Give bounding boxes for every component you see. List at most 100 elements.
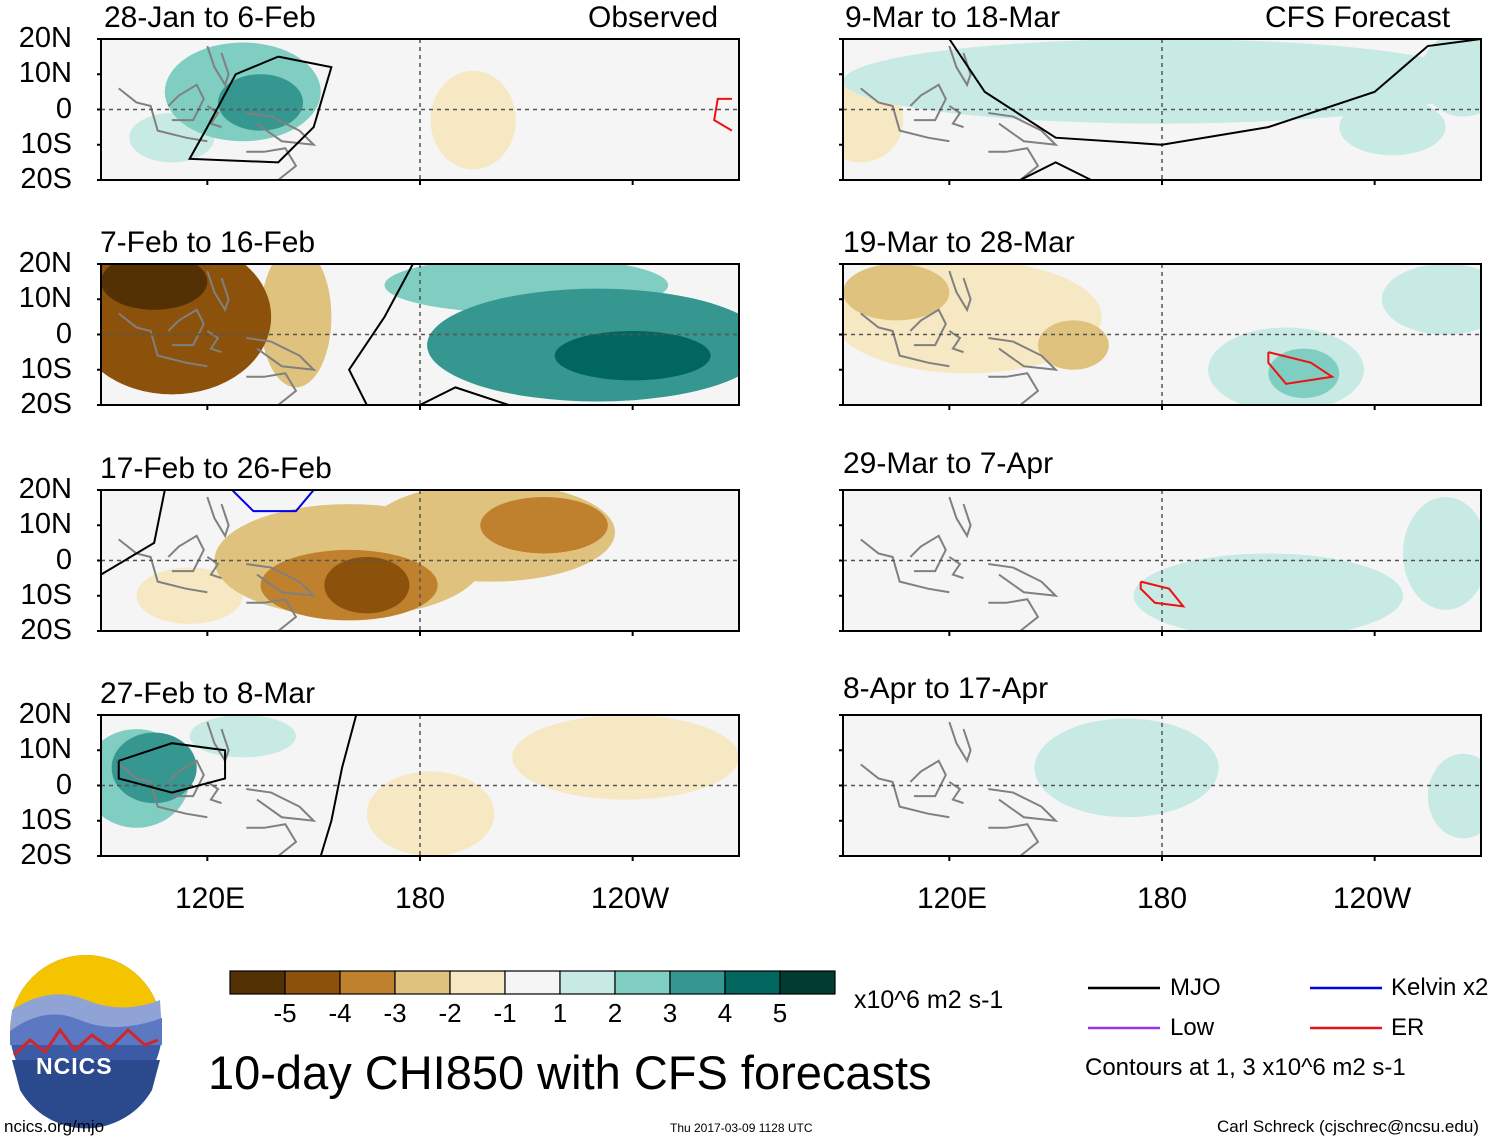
- contour-note: Contours at 1, 3 x10^6 m2 s-1: [1085, 1054, 1406, 1081]
- lat-tick-label: 20N: [18, 247, 72, 279]
- colorbar-swatch: [394, 970, 451, 995]
- coastline: [206, 781, 222, 805]
- logo-text: NCICS: [36, 1053, 113, 1079]
- coastline: [246, 563, 317, 598]
- legend-lines: [1088, 986, 1382, 1030]
- legend-label-er: ER: [1391, 1014, 1425, 1041]
- coastline: [948, 270, 972, 313]
- coastline: [118, 538, 208, 594]
- site-url[interactable]: ncics.org/mjo: [4, 1117, 105, 1136]
- map-panel-0-0: [97, 38, 740, 185]
- lat-tick-label: 0: [55, 92, 72, 125]
- colorbar-swatch: [779, 970, 836, 995]
- coastline: [909, 308, 947, 347]
- anomaly-region: [217, 74, 304, 131]
- lat-tick-label: 10N: [18, 508, 72, 541]
- coastline: [948, 721, 972, 764]
- coastline: [860, 312, 950, 368]
- contour-kelvin-x2: [231, 490, 315, 513]
- lon-tick-180-right: 180: [1136, 882, 1188, 915]
- lat-tick-label: 0: [55, 543, 72, 576]
- anomaly-region: [1037, 320, 1109, 370]
- coastline: [246, 598, 298, 631]
- coastline: [206, 45, 230, 88]
- coastline: [988, 147, 1040, 180]
- contour-mjo: [419, 386, 509, 405]
- map-panel-1-2: [839, 489, 1482, 636]
- coastline: [246, 112, 317, 147]
- contour-mjo: [187, 55, 333, 164]
- lat-tick-label: 10S: [20, 127, 72, 160]
- colorbar-swatch: [504, 970, 561, 995]
- lon-tick-120w-left: 120W: [590, 882, 670, 915]
- coastline: [206, 496, 230, 539]
- lat-tick-label: 20S: [20, 388, 72, 420]
- anomaly-region: [1427, 753, 1481, 839]
- coastline: [948, 781, 964, 805]
- coastline: [948, 496, 972, 539]
- colorbar-swatch: [559, 970, 616, 995]
- anomaly-region: [260, 264, 332, 388]
- colorbar-tick-label: -2: [438, 998, 462, 1028]
- contour-mjo: [948, 39, 1481, 146]
- map-panel-0-2: [97, 489, 740, 636]
- legend-label-kelvin: Kelvin x2: [1391, 974, 1489, 1001]
- coastline: [167, 534, 205, 573]
- column-header-cfs-forecast: CFS Forecast: [1265, 1, 1451, 34]
- contour-mjo: [101, 490, 166, 576]
- lat-tick-label: 20N: [18, 698, 72, 730]
- colorbar-swatch: [449, 970, 506, 995]
- contour-mjo: [347, 264, 414, 405]
- anomaly-region: [101, 264, 208, 310]
- coastline: [246, 823, 298, 856]
- anomaly-region: [101, 264, 272, 395]
- coastline: [167, 83, 205, 122]
- anomaly-region: [480, 497, 608, 554]
- coastline: [948, 330, 964, 354]
- author: Carl Schreck (cjschrec@ncsu.edu): [1217, 1117, 1479, 1136]
- coastline: [988, 372, 1040, 405]
- contour-mjo: [319, 715, 358, 856]
- anomaly-region: [189, 715, 296, 758]
- coastline: [118, 763, 208, 819]
- colorbar-tick-label: 1: [552, 998, 568, 1028]
- panel-title-fcst-2: 19-Mar to 28-Mar: [843, 226, 1075, 259]
- column-header-observed: Observed: [588, 1, 719, 34]
- legend-label-low: Low: [1170, 1014, 1215, 1041]
- coastline: [988, 112, 1059, 147]
- anomaly-region: [843, 264, 950, 321]
- lat-tick-label: 20S: [20, 163, 72, 195]
- coastline: [118, 87, 208, 143]
- figure-title: 10-day CHI850 with CFS forecasts: [208, 1046, 932, 1099]
- anomaly-region: [1268, 348, 1340, 398]
- anomaly-region: [512, 715, 739, 800]
- timestamp: Thu 2017-03-09 1128 UTC: [670, 1121, 813, 1135]
- lat-tick-label: 10N: [18, 733, 72, 766]
- panel-title-fcst-1: 9-Mar to 18-Mar: [845, 1, 1061, 34]
- lat-tick-label: 10N: [18, 57, 72, 90]
- map-panel-0-1: [97, 263, 740, 410]
- panel-title-obs-2: 7-Feb to 16-Feb: [100, 226, 316, 259]
- panel-title-fcst-3: 29-Mar to 7-Apr: [843, 447, 1054, 480]
- colorbar-swatch: [614, 970, 671, 995]
- anomaly-region: [136, 567, 243, 624]
- anomaly-region: [430, 70, 516, 170]
- lon-tick-120e-right: 120E: [916, 882, 988, 915]
- map-panel-0-3: [97, 714, 740, 861]
- coastline: [118, 312, 208, 368]
- lat-tick-label: 20N: [18, 473, 72, 505]
- anomaly-region: [1420, 39, 1481, 117]
- coastline: [988, 823, 1040, 856]
- legend-label-mjo: MJO: [1170, 974, 1221, 1001]
- coastline: [988, 337, 1059, 372]
- lat-tick-label: 10N: [18, 282, 72, 315]
- colorbar-tick-label: 2: [607, 998, 623, 1028]
- map-panel-1-0: [839, 38, 1482, 185]
- colorbar-swatch: [339, 970, 396, 995]
- panel-title-obs-3: 17-Feb to 26-Feb: [100, 452, 332, 485]
- coastline: [988, 788, 1059, 823]
- panel-title-obs-1: 28-Jan to 6-Feb: [104, 1, 316, 34]
- coastline: [206, 105, 222, 129]
- colorbar-swatch: [229, 970, 286, 995]
- anomaly-region: [1339, 98, 1446, 156]
